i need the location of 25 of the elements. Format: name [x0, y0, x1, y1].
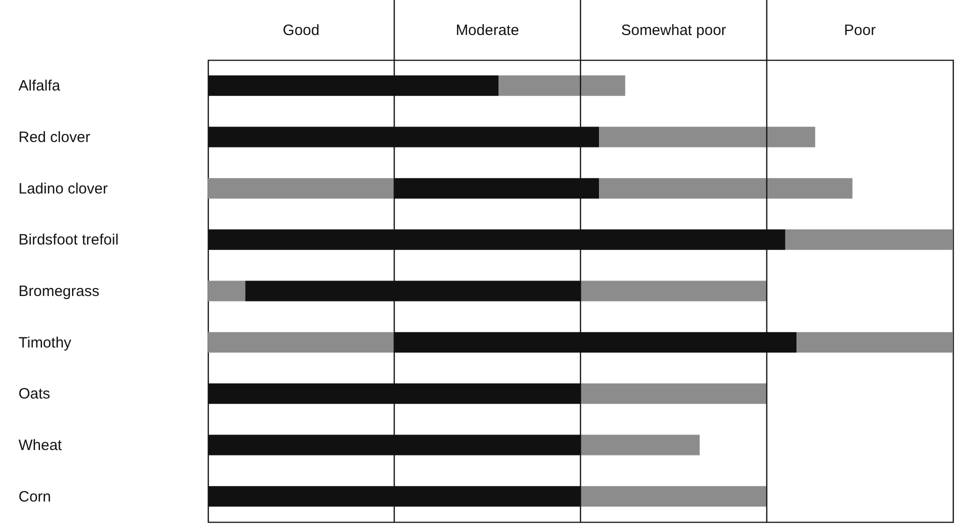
- bar: [599, 178, 852, 199]
- bar: [208, 280, 246, 302]
- y-tick-label: Ladino clover: [18, 180, 108, 198]
- y-tick-label: Oats: [18, 386, 50, 403]
- bar: [580, 434, 700, 456]
- y-tick-label: Birdsfoot trefoil: [18, 232, 119, 249]
- y-tick-label: Red clover: [18, 129, 90, 146]
- bar: [580, 486, 767, 507]
- bar: [208, 332, 394, 353]
- bar: [498, 75, 626, 96]
- text: Poor: [844, 22, 876, 39]
- y-tick-label: Corn: [18, 488, 52, 506]
- bar: [580, 383, 767, 404]
- bar: [599, 126, 816, 148]
- text: Somewhat poor: [621, 22, 726, 39]
- y-tick-label: Bromegrass: [18, 283, 100, 300]
- text: Moderate: [456, 22, 520, 39]
- bar: [796, 332, 953, 353]
- bar: [580, 280, 767, 302]
- text: Good: [282, 22, 320, 39]
- bar: [785, 229, 953, 250]
- y-tick-label: Timothy: [18, 334, 72, 352]
- y-tick-label: Alfalfa: [18, 78, 61, 95]
- y-tick-label: Wheat: [18, 437, 63, 454]
- bar: [208, 178, 394, 199]
